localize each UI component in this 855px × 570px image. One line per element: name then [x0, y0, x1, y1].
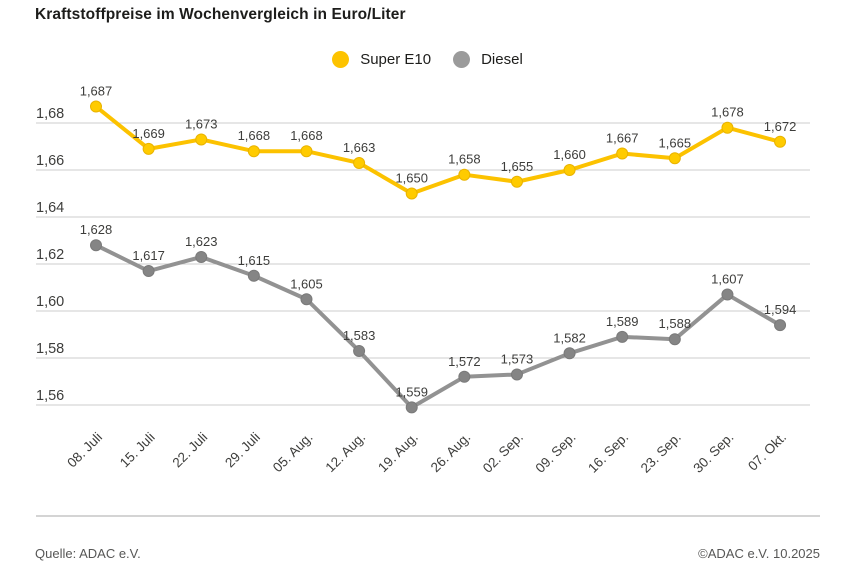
data-point-super-e10: [300, 145, 313, 158]
x-tick-label: 12. Aug.: [323, 430, 369, 476]
x-tick-label: 22. Juli: [170, 430, 211, 471]
data-point-diesel: [458, 370, 471, 383]
x-tick-label: 16. Sep.: [585, 430, 631, 476]
data-point-super-e10: [668, 152, 681, 165]
data-point-super-e10: [405, 187, 418, 200]
value-label-diesel: 1,573: [501, 351, 534, 366]
y-tick-label: 1,66: [36, 153, 64, 169]
x-tick-label: 19. Aug.: [375, 430, 421, 476]
data-point-super-e10: [142, 142, 155, 155]
y-tick-label: 1,60: [36, 294, 64, 310]
value-label-diesel: 1,628: [80, 222, 113, 237]
data-point-diesel: [300, 293, 313, 306]
data-point-diesel: [563, 347, 576, 360]
value-label-diesel: 1,623: [185, 234, 218, 249]
value-label-super-e10: 1,658: [448, 152, 481, 167]
data-point-super-e10: [510, 175, 523, 188]
data-point-super-e10: [195, 133, 208, 146]
value-label-super-e10: 1,678: [711, 105, 744, 120]
data-point-super-e10: [247, 145, 260, 158]
legend-label-super-e10: Super E10: [360, 51, 432, 68]
data-point-diesel: [195, 250, 208, 263]
x-tick-label: 30. Sep.: [690, 430, 736, 476]
y-tick-label: 1,68: [36, 106, 64, 122]
value-label-diesel: 1,605: [290, 276, 323, 291]
value-label-diesel: 1,617: [132, 248, 165, 263]
y-tick-label: 1,58: [36, 341, 64, 357]
value-label-super-e10: 1,687: [80, 84, 113, 99]
value-label-diesel: 1,589: [606, 314, 639, 329]
value-label-super-e10: 1,650: [395, 171, 428, 186]
value-label-diesel: 1,572: [448, 354, 481, 369]
data-point-diesel: [510, 368, 523, 381]
value-label-super-e10: 1,668: [290, 128, 323, 143]
value-label-super-e10: 1,665: [659, 135, 692, 150]
data-point-diesel: [142, 265, 155, 278]
source-credit: Quelle: ADAC e.V.: [35, 546, 141, 561]
value-label-super-e10: 1,669: [132, 126, 165, 141]
value-label-diesel: 1,583: [343, 328, 376, 343]
x-tick-label: 02. Sep.: [480, 430, 526, 476]
x-tick-label: 23. Sep.: [638, 430, 684, 476]
legend-item-diesel: Diesel: [453, 51, 523, 68]
legend-dot-diesel: [453, 51, 471, 68]
value-label-super-e10: 1,663: [343, 140, 376, 155]
y-tick-label: 1,62: [36, 247, 64, 263]
data-point-super-e10: [563, 164, 576, 176]
data-point-diesel: [247, 269, 260, 282]
data-point-super-e10: [774, 135, 787, 148]
x-tick-label: 09. Sep.: [533, 430, 579, 476]
data-point-super-e10: [616, 147, 629, 160]
value-label-super-e10: 1,672: [764, 119, 797, 134]
value-label-super-e10: 1,660: [553, 147, 586, 162]
series-line-super-e10: [94, 104, 783, 196]
value-label-diesel: 1,615: [238, 253, 271, 268]
data-point-super-e10: [458, 168, 471, 181]
x-tick-label: 26. Aug.: [428, 430, 474, 476]
legend-dot-super-e10: [332, 51, 350, 68]
x-tick-label: 07. Okt.: [745, 430, 789, 474]
data-point-diesel: [721, 288, 734, 301]
x-tick-label: 15. Juli: [117, 430, 158, 471]
value-label-diesel: 1,607: [711, 272, 744, 287]
legend-label-diesel: Diesel: [481, 51, 523, 68]
legend-item-super-e10: Super E10: [332, 51, 431, 68]
data-point-diesel: [405, 401, 418, 414]
value-label-diesel: 1,588: [659, 316, 692, 331]
data-point-super-e10: [353, 156, 366, 169]
data-point-super-e10: [721, 121, 734, 134]
data-point-diesel: [90, 239, 102, 252]
value-label-diesel: 1,594: [764, 302, 797, 317]
value-label-diesel: 1,559: [395, 384, 428, 399]
x-tick-label: 08. Juli: [64, 430, 105, 471]
copyright-credit: ©ADAC e.V. 10.2025: [698, 546, 820, 561]
legend: Super E10 Diesel: [0, 51, 855, 68]
value-label-super-e10: 1,668: [238, 128, 271, 143]
data-point-super-e10: [90, 100, 102, 113]
data-point-diesel: [353, 344, 366, 357]
y-tick-label: 1,64: [36, 200, 64, 216]
value-label-super-e10: 1,667: [606, 131, 639, 146]
data-point-diesel: [668, 333, 681, 346]
data-point-diesel: [774, 319, 787, 332]
y-tick-label: 1,56: [36, 388, 64, 404]
value-label-diesel: 1,582: [553, 330, 586, 345]
value-label-super-e10: 1,655: [501, 159, 534, 174]
data-point-diesel: [616, 330, 629, 343]
x-tick-label: 29. Juli: [222, 430, 263, 471]
series-line-diesel: [94, 243, 783, 410]
chart-title: Kraftstoffpreise im Wochenvergleich in E…: [35, 6, 406, 23]
value-label-super-e10: 1,673: [185, 116, 218, 131]
x-tick-label: 05. Aug.: [270, 430, 316, 476]
